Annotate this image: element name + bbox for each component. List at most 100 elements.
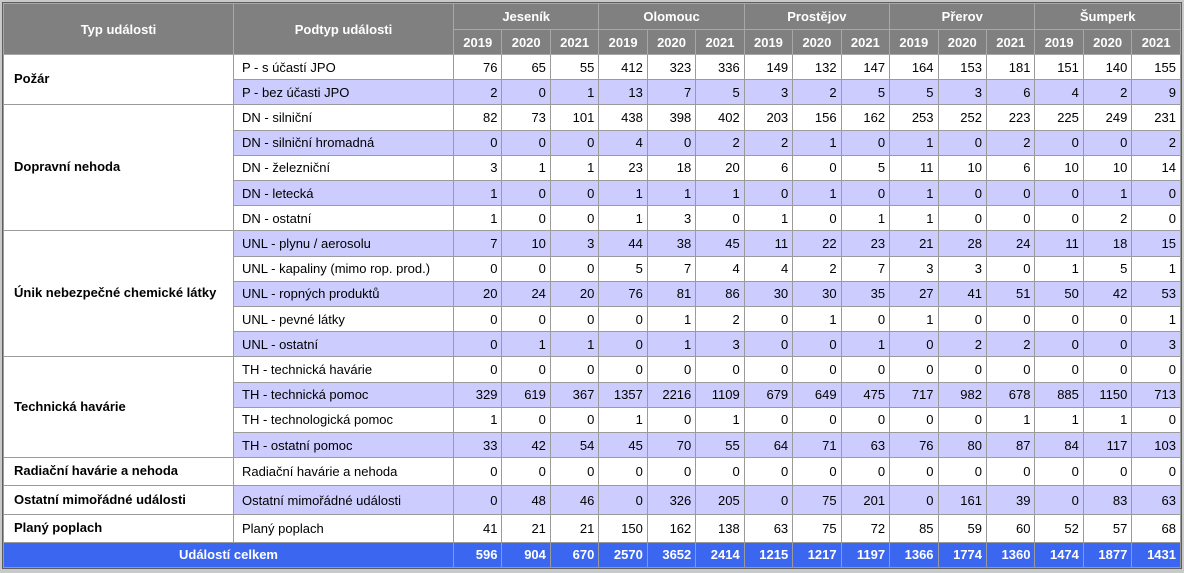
- year-header: 2019: [889, 29, 939, 55]
- value-cell: 0: [743, 180, 794, 207]
- event-subtype-cell: UNL - pevné látky: [233, 306, 454, 333]
- value-cell: 1: [792, 129, 842, 156]
- value-cell: 0: [1034, 356, 1084, 383]
- value-cell: 35: [840, 280, 891, 308]
- value-cell: 0: [549, 356, 600, 383]
- value-cell: 45: [695, 230, 745, 257]
- value-cell: 0: [743, 485, 794, 515]
- value-cell: 41: [937, 280, 987, 308]
- value-cell: 1: [549, 79, 600, 106]
- value-cell: 164: [889, 53, 939, 81]
- value-cell: 68: [1131, 513, 1181, 543]
- year-header: 2021: [1131, 29, 1181, 55]
- value-cell: 2: [1131, 129, 1181, 156]
- value-cell: 1: [695, 406, 745, 434]
- value-cell: 21: [889, 230, 939, 257]
- value-cell: 0: [937, 306, 987, 333]
- value-cell: 0: [549, 306, 600, 333]
- value-cell: 64: [743, 432, 794, 459]
- value-cell: 0: [1131, 205, 1181, 232]
- value-cell: 60: [985, 513, 1036, 543]
- value-cell: 0: [501, 406, 551, 434]
- value-cell: 0: [792, 331, 842, 358]
- total-label-cell: Událostí celkem: [3, 541, 454, 569]
- value-cell: 203: [743, 104, 794, 131]
- value-cell: 75: [792, 513, 842, 543]
- value-cell: 225: [1034, 104, 1084, 131]
- value-cell: 0: [1034, 331, 1084, 358]
- event-subtype-cell: TH - ostatní pomoc: [233, 432, 454, 459]
- value-cell: 18: [1082, 230, 1133, 257]
- table-row: TH - ostatní pomoc 33 42 54 45 70 55 64 71 63 76 80…: [4, 432, 1181, 459]
- value-cell: 1: [1082, 180, 1133, 207]
- value-cell: 59: [937, 513, 987, 543]
- value-cell: 71: [792, 432, 842, 459]
- event-subtype-cell: DN - ostatní: [233, 205, 454, 232]
- value-cell: 717: [889, 381, 939, 408]
- table-row: Únik nebezpečné chemické látky UNL - plyn…: [3, 230, 1181, 358]
- value-cell: 5: [840, 154, 891, 182]
- district-header: Šumperk: [1034, 3, 1181, 30]
- value-cell: 151: [1034, 53, 1084, 81]
- value-cell: 27: [889, 280, 939, 308]
- value-cell: 1: [1034, 255, 1084, 282]
- value-cell: 82: [452, 104, 503, 131]
- value-cell: 231: [1131, 104, 1181, 131]
- value-cell: 0: [1034, 180, 1084, 207]
- table-row: Planý poplach Planý poplach 41 21 21 150 162 13…: [3, 513, 1181, 543]
- event-subtype-cell: Ostatní mimořádné události: [233, 485, 454, 515]
- year-header: 2019: [598, 29, 648, 55]
- value-cell: 5: [695, 79, 745, 106]
- table-row: TH - technická pomoc 329 619 367 1357 2216 110…: [4, 381, 1181, 408]
- total-value-cell: 1360: [985, 541, 1036, 569]
- total-value-cell: 1197: [840, 541, 891, 569]
- value-cell: 1: [889, 180, 939, 207]
- value-cell: 23: [598, 154, 648, 182]
- table-row: UNL - ropných produktů 20 24 20 76 81 86 30 30 35…: [4, 280, 1181, 308]
- value-cell: 1: [840, 205, 891, 232]
- value-cell: 0: [1034, 129, 1084, 156]
- value-cell: 2216: [646, 381, 697, 408]
- value-cell: 475: [840, 381, 891, 408]
- value-cell: 0: [743, 331, 794, 358]
- value-cell: 0: [889, 457, 939, 487]
- value-cell: 76: [598, 280, 648, 308]
- value-cell: 329: [452, 381, 503, 408]
- event-subtype-cell: TH - technologická pomoc: [233, 406, 454, 434]
- value-cell: 41: [452, 513, 503, 543]
- value-cell: 1: [1131, 306, 1181, 333]
- value-cell: 147: [840, 53, 891, 81]
- value-cell: 0: [937, 205, 987, 232]
- value-cell: 0: [1082, 356, 1133, 383]
- value-cell: 0: [840, 406, 891, 434]
- value-cell: 0: [452, 306, 503, 333]
- value-cell: 162: [646, 513, 697, 543]
- value-cell: 982: [937, 381, 987, 408]
- total-value-cell: 1774: [937, 541, 987, 569]
- value-cell: 323: [646, 53, 697, 81]
- value-cell: 0: [452, 255, 503, 282]
- value-cell: 0: [840, 306, 891, 333]
- value-cell: 2: [1082, 205, 1133, 232]
- value-cell: 22: [792, 230, 842, 257]
- value-cell: 42: [501, 432, 551, 459]
- value-cell: 0: [1131, 406, 1181, 434]
- value-cell: 1: [501, 331, 551, 358]
- value-cell: 0: [985, 255, 1036, 282]
- year-header: 2020: [937, 29, 987, 55]
- district-header: Jeseník: [452, 3, 600, 30]
- year-header: 2020: [1082, 29, 1133, 55]
- table-body: Požár P - s účastí JPO 76 65 55 412 323 336 149 1…: [3, 53, 1181, 569]
- value-cell: 0: [501, 306, 551, 333]
- year-header: 2020: [792, 29, 842, 55]
- event-type-cell: Dopravní nehoda: [3, 104, 234, 232]
- value-cell: 1: [598, 205, 648, 232]
- value-cell: 6: [985, 154, 1036, 182]
- value-cell: 0: [1131, 180, 1181, 207]
- value-cell: 14: [1131, 154, 1181, 182]
- value-cell: 0: [452, 356, 503, 383]
- total-value-cell: 596: [452, 541, 503, 569]
- event-subtype-cell: TH - technická havárie: [233, 356, 454, 383]
- value-cell: 76: [889, 432, 939, 459]
- event-type-cell: Radiační havárie a nehoda: [3, 457, 234, 487]
